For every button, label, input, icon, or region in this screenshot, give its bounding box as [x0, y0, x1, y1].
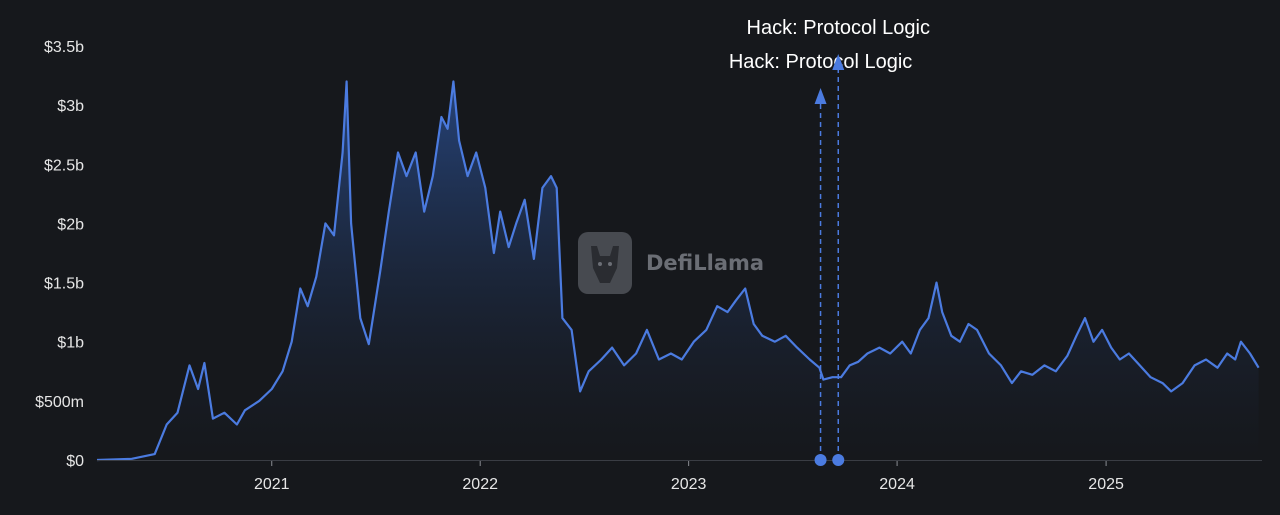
y-tick-label: $2.5b — [44, 157, 84, 174]
watermark-text: DefiLlama — [646, 251, 764, 275]
annotation-label: Hack: Protocol Logic — [729, 51, 912, 73]
tvl-area — [97, 81, 1259, 460]
annotation-marker[interactable] — [814, 454, 827, 466]
annotation-marker[interactable] — [832, 454, 845, 466]
y-tick-label: $2b — [57, 216, 84, 233]
watermark: DefiLlama — [578, 232, 764, 294]
x-tick-label: 2025 — [1088, 476, 1124, 493]
annotation-label: Hack: Protocol Logic — [747, 17, 930, 39]
annotation-arrow-icon — [832, 54, 845, 70]
y-tick-label: $3b — [57, 98, 84, 115]
y-tick-label: $1.5b — [44, 276, 84, 293]
x-tick-label: 2021 — [254, 476, 290, 493]
y-tick-label: $3.5b — [44, 39, 84, 56]
y-tick-label: $1b — [57, 335, 84, 352]
x-axis: 2021 2022 2023 2024 2025 — [254, 460, 1124, 493]
hack-annotations: Hack: Protocol Logic Hack: Protocol Logic — [729, 17, 930, 466]
x-tick-label: 2024 — [879, 476, 915, 493]
y-axis: $0 $500m $1b $1.5b $2b $2.5b $3b $3.5b — [35, 39, 84, 470]
llama-logo-icon — [578, 232, 632, 294]
y-tick-label: $500m — [35, 394, 84, 411]
x-tick-label: 2023 — [671, 476, 707, 493]
y-tick-label: $0 — [66, 453, 84, 470]
tvl-line — [96, 80, 1260, 462]
annotation-arrow-icon — [814, 88, 827, 104]
x-tick-label: 2022 — [462, 476, 498, 493]
